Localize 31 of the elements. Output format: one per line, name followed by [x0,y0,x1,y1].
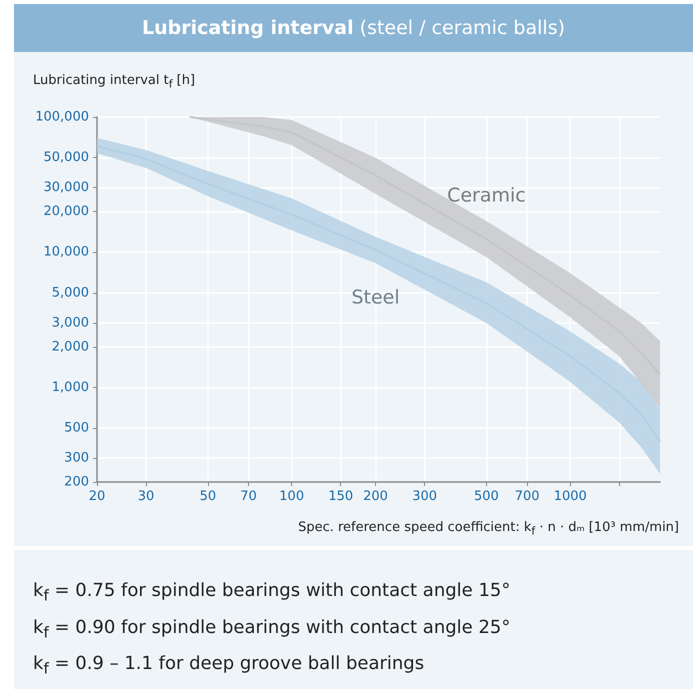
y-tick-label: 300 [64,450,89,466]
y-tick-label: 10,000 [44,244,89,260]
x-tick-label: 50 [200,489,216,504]
y-axis-title: Lubricating interval t$_{f}$ [h] [33,73,196,91]
y-tick-label: 3,000 [52,315,89,330]
x-tick-label: 70 [240,489,257,504]
y-tick-label: 2,000 [52,339,89,354]
text: k$_{f}$ = 0.90 for spindle bearings with contact angle 25° [33,616,510,644]
chart-title: Lubricating interval (steel / ceramic balls) [14,4,693,52]
y-tick-label: 1,000 [52,380,89,395]
y-tick-label: 100,000 [35,110,89,124]
text: k$_{f}$ = 0.75 for spindle bearings with contact angle 15° [33,579,510,607]
x-tick-label: 30 [138,489,154,504]
x-axis-title: Spec. reference speed coefficient: k$_{f}$ · n · dₘ [10³ mm/min] [298,520,679,538]
y-tick-label: 200 [64,474,89,490]
y-tick-label: 50,000 [44,150,89,166]
y-tick-label: 20,000 [44,204,89,220]
x-tick-label: 20 [88,489,106,504]
x-tick-label: 300 [412,489,438,504]
y-tick-label: 5,000 [52,285,89,300]
y-tick-label: 30,000 [44,180,89,196]
series-label: Steel [351,286,400,308]
x-tick-label: 500 [474,489,499,504]
x-tick-label: 150 [328,489,354,504]
series-label: Ceramic [447,184,526,207]
x-tick-label: 200 [363,489,388,504]
y-tick-label: 500 [64,420,89,436]
text: k$_{f}$ = 0.9 – 1.1 for deep groove ball bearings [33,652,426,680]
x-tick-label: 1000 [554,489,587,504]
x-tick-label: 700 [514,489,540,504]
x-tick-label: 100 [279,489,304,504]
